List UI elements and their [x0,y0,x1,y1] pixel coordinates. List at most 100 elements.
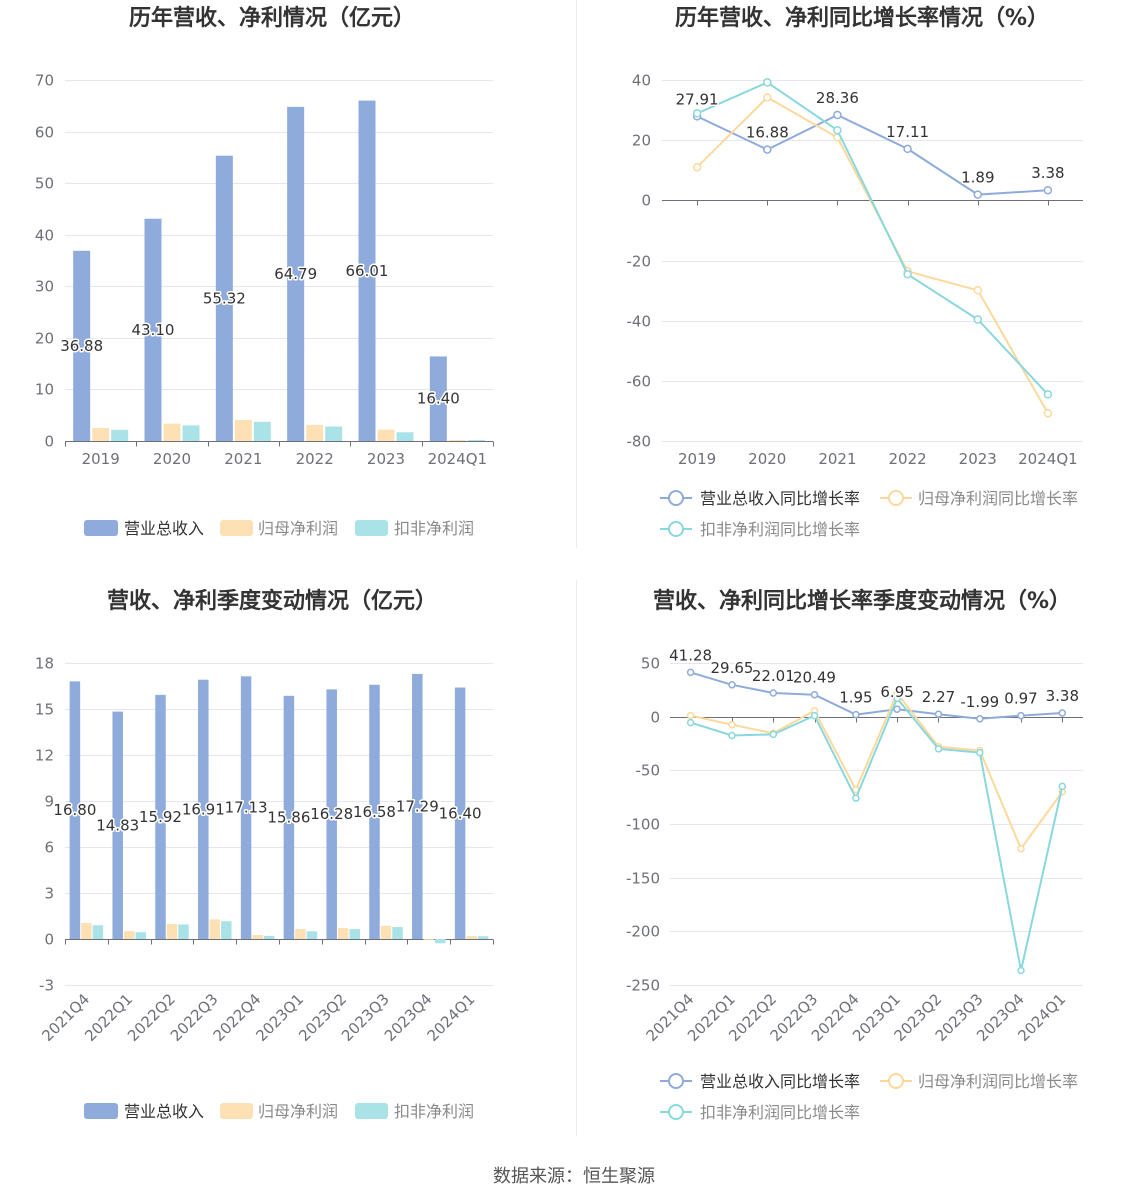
y-tick-label: 50 [35,175,54,193]
bar-deducted-profit-2022q2 [178,924,189,939]
point-deducted-profit-growth-2021q4 [686,718,695,727]
y-tick-label: 0 [650,709,660,727]
legend-item-net-profit[interactable]: 归母净利润 [220,519,338,538]
chart-title: 历年营收、净利同比增长率情况（%） [675,5,1049,31]
x-tick-label: 2020 [748,450,786,468]
point-revenue-growth-2021q4 [686,668,695,677]
y-tick-label: -20 [627,253,652,271]
legend-label-deducted-profit: 扣非净利润 [394,1102,474,1121]
bar-revenue-2023 [358,100,376,441]
chart-plot-area: 1815129630-32021Q42022Q12022Q22022Q32022… [35,655,494,1045]
y-tick-label: 12 [35,747,54,765]
legend-swatch-deducted-profit [355,1103,388,1119]
bar-deducted-profit-2022q1 [135,932,146,939]
data-label-revenue-growth-2022q1: 29.65 [711,659,754,677]
legend-item-revenue[interactable]: 营业总收入 [84,519,204,538]
y-tick-label: 18 [35,655,54,673]
point-deducted-profit-growth-2024q1 [1058,782,1067,791]
legend-item-net-profit-growth[interactable]: 归母净利润同比增长率 [880,1072,1078,1091]
bar-revenue-2023q4 [412,673,423,939]
legend-item-net-profit[interactable]: 归母净利润 [220,1102,338,1121]
legend-swatch-net-profit [220,520,253,536]
bar-net-profit-2023q3 [380,925,392,939]
point-revenue-growth-2022q1 [728,681,736,689]
chart-legend: 营业总收入同比增长率 归母净利润同比增长率 扣非净利润同比增长率 [660,489,1078,539]
legend-item-revenue-growth[interactable]: 营业总收入同比增长率 [660,489,860,508]
legend-label-deducted-profit-growth: 扣非净利润同比增长率 [700,1103,860,1122]
x-tick-label: 2024Q1 [424,990,479,1045]
point-deducted-profit-growth-2023q3 [976,748,984,757]
bar-net-profit-2022q1 [123,931,135,939]
point-deducted-profit-growth-2022q2 [769,730,778,739]
bar-net-profit-2024q1 [448,440,466,441]
bar-deducted-profit-2019 [111,429,129,441]
point-deducted-profit-growth-2022q3 [810,711,819,720]
bar-revenue-2023q3 [369,684,380,939]
point-revenue-growth-2023 [973,190,983,199]
line-net-profit-growth [690,692,1064,850]
legend-swatch-net-profit [220,1103,253,1119]
y-tick-label: 0 [44,433,54,451]
y-tick-label: 10 [35,381,54,399]
bar-revenue-2022q3 [198,679,209,939]
line-deducted-profit-growth [690,697,1064,972]
x-tick-label: 2020 [153,450,191,468]
legend-item-revenue-growth[interactable]: 营业总收入同比增长率 [660,1072,860,1091]
bar-net-profit-2022q4 [252,935,263,939]
point-revenue-growth-2024q1 [1058,709,1067,717]
data-label-revenue-2022q3: 16.91 [182,800,225,818]
data-label-revenue-2023q2: 16.28 [310,805,353,823]
bar-deducted-profit-2022q4 [263,935,275,939]
chart-plot-area: 70 60 50 40 30 20 10 0 2019 2020 2021 2022 2023 2024Q… [35,72,494,468]
x-tick-label: 2024Q1 [428,450,488,468]
data-label-revenue-2024q1: 16.40 [417,390,460,408]
bar-net-profit-2020 [163,423,181,441]
y-tick-label: -100 [626,816,660,834]
data-label-revenue-growth-2022q2: 22.01 [752,667,795,685]
bar-deducted-profit-2024q1 [467,440,485,441]
point-net-profit-growth-2023 [973,286,983,295]
point-deducted-profit-growth-2021 [833,125,842,135]
point-revenue-growth-2021 [833,110,842,120]
legend-item-deducted-profit[interactable]: 扣非净利润 [355,519,474,538]
legend-marker-net-profit-growth [888,490,904,506]
point-net-profit-growth-2020 [763,93,772,102]
legend-item-revenue[interactable]: 营业总收入 [84,1102,204,1121]
y-tick-label: 0 [641,192,651,210]
legend-marker-revenue-growth [668,1073,684,1089]
point-revenue-growth-2022 [903,144,912,154]
legend-item-deducted-profit-growth[interactable]: 扣非净利润同比增长率 [660,1103,860,1122]
legend-label-net-profit: 归母净利润 [258,1102,338,1121]
chart-quarterly-growth-rate: 营收、净利同比增长率季度变动情况（%） 50 0 -50 -100 -150 -200 -2… [626,588,1083,1122]
chart-annual-revenue-profit: 历年营收、净利情况（亿元） 70 60 50 40 30 20 10 0 2019 2020 202… [35,5,494,538]
point-revenue-growth-2023q2 [934,710,943,718]
bar-deducted-profit-2021 [253,421,271,441]
data-label-revenue-growth-2023q1: 6.95 [880,683,913,701]
x-tick-label: 2021 [224,450,262,468]
data-label-revenue-growth-2020: 16.88 [746,124,789,142]
bar-net-profit-2023 [377,429,395,441]
bar-net-profit-2022q2 [166,923,178,939]
y-tick-label: 40 [632,72,651,90]
x-tick-label: 2019 [678,450,716,468]
data-label-revenue-growth-2019: 27.91 [676,90,719,108]
point-net-profit-growth-2021q4 [686,711,695,720]
chart-plot-area: 500-50-100-150-200-2502021Q42022Q12022Q2… [626,645,1083,1045]
point-deducted-profit-growth-2023q4 [1017,966,1025,975]
bar-deducted-profit-2021q4 [92,925,104,939]
x-tick-label: 2024Q1 [1018,450,1078,468]
y-tick-label: 30 [35,278,54,296]
legend-label-revenue: 营业总收入 [124,1102,204,1121]
y-tick-label: 0 [44,931,54,949]
bar-deducted-profit-2022 [325,426,343,441]
point-deducted-profit-growth-2022q1 [728,731,736,740]
point-deducted-profit-growth-2020 [763,78,772,87]
legend-label-net-profit-growth: 归母净利润同比增长率 [918,489,1078,508]
legend-item-net-profit-growth[interactable]: 归母净利润同比增长率 [880,489,1078,508]
point-deducted-profit-growth-2023 [973,315,983,324]
x-tick-label: 2023 [959,450,997,468]
x-tick-label: 2022 [296,450,334,468]
legend-item-deducted-profit-growth[interactable]: 扣非净利润同比增长率 [660,520,860,539]
y-tick-label: 40 [35,227,54,245]
legend-item-deducted-profit[interactable]: 扣非净利润 [355,1102,474,1121]
